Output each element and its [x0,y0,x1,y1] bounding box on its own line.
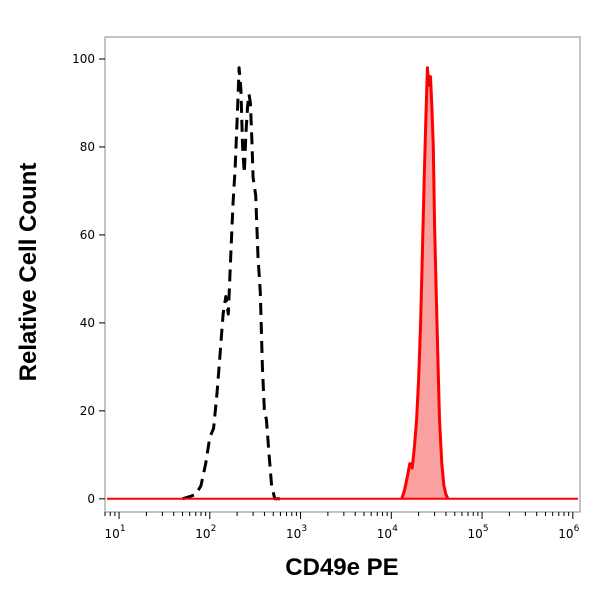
x-tick-exponent: 4 [392,524,398,534]
x-tick-label: 103 [286,524,307,541]
x-axis-title: CD49e PE [285,554,398,581]
y-tick-label: 40 [80,316,95,330]
x-tick-base: 10 [286,527,301,541]
x-axis: 101 102 103 104 105 106 [104,512,580,541]
x-tick-label: 102 [195,524,216,541]
y-tick-label: 60 [80,228,95,242]
x-tick-exponent: 5 [483,524,489,534]
y-axis-title: Relative Cell Count [15,163,42,382]
y-tick-label: 0 [87,492,95,506]
x-tick-exponent: 3 [301,524,307,534]
y-tick-label: 20 [80,404,95,418]
y-tick-label: 100 [72,52,95,66]
x-tick-base: 10 [195,527,210,541]
x-tick-label: 106 [558,524,579,541]
series-1-line [400,66,450,500]
x-tick-exponent: 1 [120,524,126,534]
x-tick-exponent: 2 [211,524,217,534]
plot-frame [104,36,581,513]
series-0-line [182,66,281,501]
series-1-area [401,67,448,499]
x-tick-label: 104 [377,524,398,541]
x-tick-label: 105 [468,524,489,541]
series-layer [107,66,578,501]
y-tick-label: 80 [80,140,95,154]
x-tick-exponent: 6 [574,524,580,534]
x-tick-base: 10 [377,527,392,541]
y-axis: 0 20 40 60 80 100 [72,52,105,506]
x-tick-base: 10 [105,527,120,541]
x-tick-label: 101 [105,524,126,541]
x-tick-base: 10 [468,527,483,541]
x-tick-base: 10 [558,527,573,541]
